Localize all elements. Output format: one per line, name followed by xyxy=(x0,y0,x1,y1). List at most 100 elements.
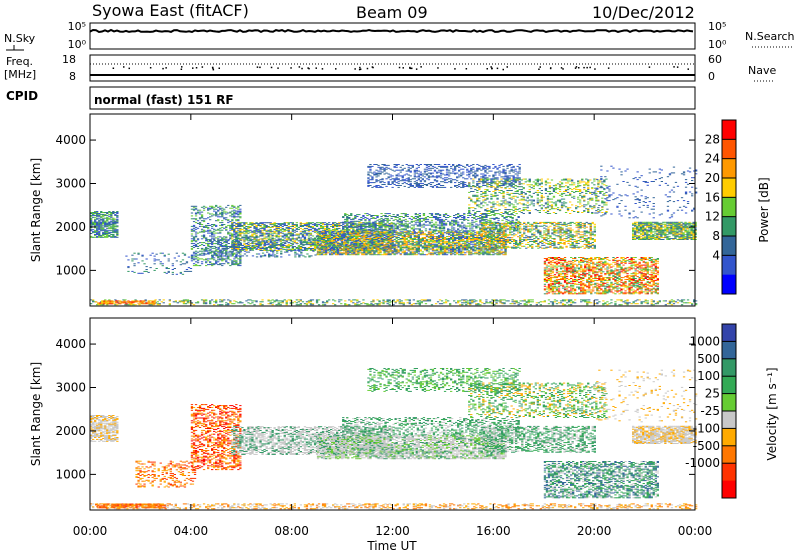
range-cell xyxy=(391,251,394,253)
range-cell xyxy=(184,300,188,302)
range-cell xyxy=(410,304,413,306)
range-cell xyxy=(425,244,429,246)
range-cell xyxy=(377,244,380,246)
range-cell xyxy=(384,244,387,246)
range-cell xyxy=(409,236,412,238)
range-cell xyxy=(217,255,220,257)
range-cell xyxy=(339,250,342,252)
range-cell xyxy=(443,254,447,256)
range-cell xyxy=(419,250,422,252)
range-cell xyxy=(225,247,228,249)
range-cell xyxy=(213,228,216,230)
range-cell xyxy=(507,300,510,302)
range-cell xyxy=(108,234,111,236)
range-cell xyxy=(253,236,256,238)
range-cell xyxy=(129,302,132,304)
range-cell xyxy=(282,248,285,250)
range-cell xyxy=(215,225,218,227)
range-cell xyxy=(371,244,374,246)
range-cell xyxy=(559,300,563,302)
range-cell xyxy=(326,229,329,231)
range-cell xyxy=(233,205,236,207)
range-cell xyxy=(247,245,250,247)
range-cell xyxy=(221,224,224,225)
range-cell xyxy=(371,241,374,243)
range-cell xyxy=(350,301,353,303)
range-cell xyxy=(247,232,250,234)
range-cell xyxy=(106,228,109,230)
range-cell xyxy=(323,226,327,227)
nsearch-tick-bottom: 10⁰ xyxy=(708,38,727,51)
range-cell xyxy=(108,211,111,212)
range-cell xyxy=(233,264,236,266)
range-cell xyxy=(221,226,224,228)
range-cell xyxy=(207,223,210,224)
range-cell xyxy=(94,222,97,224)
range-cell xyxy=(650,303,653,305)
range-cell xyxy=(405,245,408,247)
range-cell xyxy=(108,222,111,224)
range-cell xyxy=(192,237,196,239)
range-cell xyxy=(462,249,465,251)
range-cell xyxy=(217,216,220,218)
range-cell xyxy=(403,236,406,238)
range-cell xyxy=(249,243,252,245)
range-cell xyxy=(458,237,461,238)
range-cell xyxy=(116,221,119,223)
range-cell xyxy=(109,300,112,302)
range-cell xyxy=(365,238,368,240)
range-cell xyxy=(265,230,268,232)
range-cell xyxy=(293,301,296,303)
range-cell xyxy=(229,232,232,234)
range-cell xyxy=(460,237,463,238)
range-cell xyxy=(281,235,284,237)
range-cell xyxy=(315,300,319,302)
range-cell xyxy=(231,261,234,263)
range-cell xyxy=(239,247,242,248)
range-cell xyxy=(353,242,356,244)
range-cell xyxy=(239,244,242,245)
range-cell xyxy=(468,247,471,249)
range-cell xyxy=(139,301,142,303)
range-cell xyxy=(145,258,148,260)
range-cell xyxy=(347,236,350,238)
range-cell xyxy=(443,238,447,240)
range-cell xyxy=(415,238,418,240)
range-cell xyxy=(375,236,378,238)
range-cell xyxy=(263,225,266,226)
range-cell xyxy=(153,263,156,265)
range-cell xyxy=(253,233,256,235)
range-cell xyxy=(452,242,455,244)
range-cell xyxy=(355,232,358,234)
range-cell xyxy=(257,242,260,244)
range-cell xyxy=(267,299,270,301)
range-cell xyxy=(98,213,101,214)
range-cell xyxy=(243,234,246,236)
range-cell xyxy=(271,237,274,239)
range-cell xyxy=(241,247,244,248)
range-cell xyxy=(229,212,232,214)
range-cell xyxy=(227,262,230,264)
range-cell xyxy=(466,232,469,234)
range-cell xyxy=(322,240,326,242)
range-cell xyxy=(291,228,294,230)
range-cell xyxy=(344,228,347,230)
range-cell xyxy=(359,250,362,252)
range-cell xyxy=(287,230,290,232)
range-cell xyxy=(205,246,208,248)
range-cell xyxy=(213,247,216,249)
range-cell xyxy=(245,226,248,227)
range-cell xyxy=(362,299,365,301)
range-cell xyxy=(145,302,148,304)
range-cell xyxy=(397,233,400,235)
range-cell xyxy=(237,216,240,218)
range-cell xyxy=(419,245,422,247)
range-cell xyxy=(437,235,441,237)
range-cell xyxy=(263,235,266,237)
range-cell xyxy=(347,246,350,248)
range-cell xyxy=(335,250,338,252)
range-cell xyxy=(192,225,196,227)
range-cell xyxy=(217,206,220,208)
range-cell xyxy=(211,224,214,225)
range-cell xyxy=(227,256,230,258)
